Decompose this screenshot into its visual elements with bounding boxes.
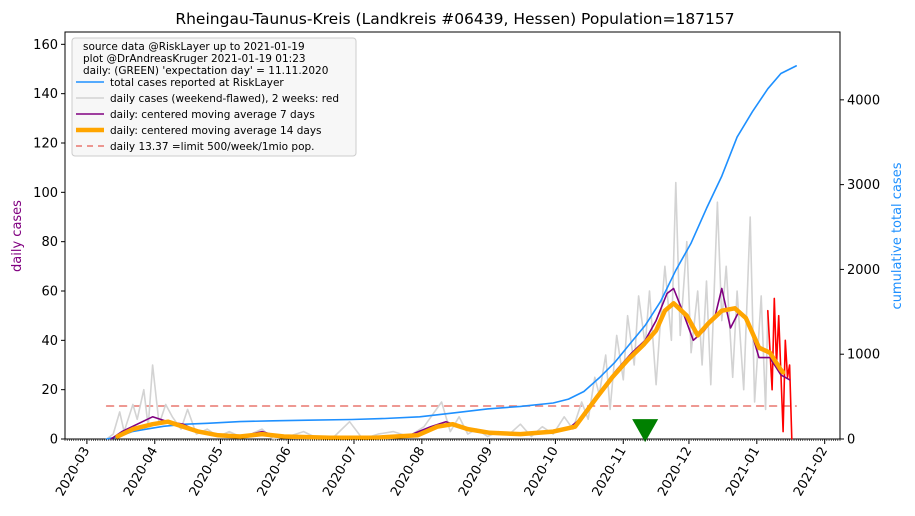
ma7-line <box>110 287 791 440</box>
right-tick-label: 2000 <box>847 263 880 278</box>
x-tick-label: 2020-03 <box>53 445 93 500</box>
total-cases-line <box>105 65 798 440</box>
legend-entry-label: total cases reported at RiskLayer <box>110 77 284 89</box>
x-tick-label: 2020-11 <box>590 445 630 500</box>
left-tick-label: 40 <box>41 334 58 349</box>
x-tick-label: 2020-06 <box>255 445 295 500</box>
expectation-day-marker <box>632 419 659 443</box>
legend-entry-label: daily: centered moving average 7 days <box>110 109 315 121</box>
legend-box <box>71 37 357 157</box>
x-tick-label: 2020-08 <box>388 445 428 500</box>
x-tick-label: 2020-10 <box>522 445 562 500</box>
legend-entry-label: daily: centered moving average 14 days <box>110 125 322 137</box>
left-tick-label: 0 <box>50 433 58 448</box>
daily-cases-line <box>105 181 769 440</box>
legend-header-1: source data @RiskLayer up to 2021-01-19 <box>83 41 305 53</box>
left-tick-label: 160 <box>33 38 58 53</box>
legend: source data @RiskLayer up to 2021-01-19 … <box>71 37 357 157</box>
left-tick-label: 20 <box>41 383 58 398</box>
ma14-series-layer <box>115 301 786 441</box>
left-axis: 0 20 40 60 80 100 120 140 160 <box>33 38 65 448</box>
x-tick-label: 2020-09 <box>456 445 496 500</box>
ma14-line <box>115 301 786 441</box>
left-tick-label: 140 <box>33 87 58 102</box>
right-axis: 0 1000 2000 3000 4000 <box>840 93 880 448</box>
left-tick-label: 60 <box>41 285 58 300</box>
left-tick-label: 100 <box>33 186 58 201</box>
x-axis: 2020-03 2020-04 2020-05 2020-06 2020-07 2020-… <box>53 439 841 500</box>
x-tick-label: 2020-12 <box>655 445 695 500</box>
right-tick-label: 3000 <box>847 178 880 193</box>
legend-header-2: plot @DrAndreasKruger 2021-01-19 01:23 <box>83 53 306 65</box>
x-tick-label: 2020-04 <box>121 445 161 500</box>
left-tick-label: 120 <box>33 137 58 152</box>
left-axis-label: daily cases <box>10 200 25 272</box>
daily-series-layer <box>105 181 793 440</box>
right-tick-label: 0 <box>847 433 855 448</box>
right-tick-label: 1000 <box>847 348 880 363</box>
right-axis-label: cumulative total cases <box>890 162 905 309</box>
x-tick-label: 2020-07 <box>320 445 360 500</box>
legend-header-3: daily: (GREEN) 'expectation day' = 11.11… <box>83 65 328 77</box>
x-tick-label: 2021-01 <box>723 445 763 500</box>
x-tick-label: 2021-02 <box>791 445 831 500</box>
right-tick-label: 4000 <box>847 93 880 108</box>
expectation-marker-layer <box>632 419 659 443</box>
chart-title: Rheingau-Taunus-Kreis (Landkreis #06439,… <box>175 10 734 28</box>
total-series-layer <box>105 65 798 440</box>
left-tick-label: 80 <box>41 235 58 250</box>
legend-entry-label: daily cases (weekend-flawed), 2 weeks: r… <box>110 93 339 105</box>
legend-entry-label: daily 13.37 =limit 500/week/1mio pop. <box>110 141 315 153</box>
ma7-series-layer <box>110 287 791 440</box>
x-tick-label: 2020-05 <box>187 445 227 500</box>
